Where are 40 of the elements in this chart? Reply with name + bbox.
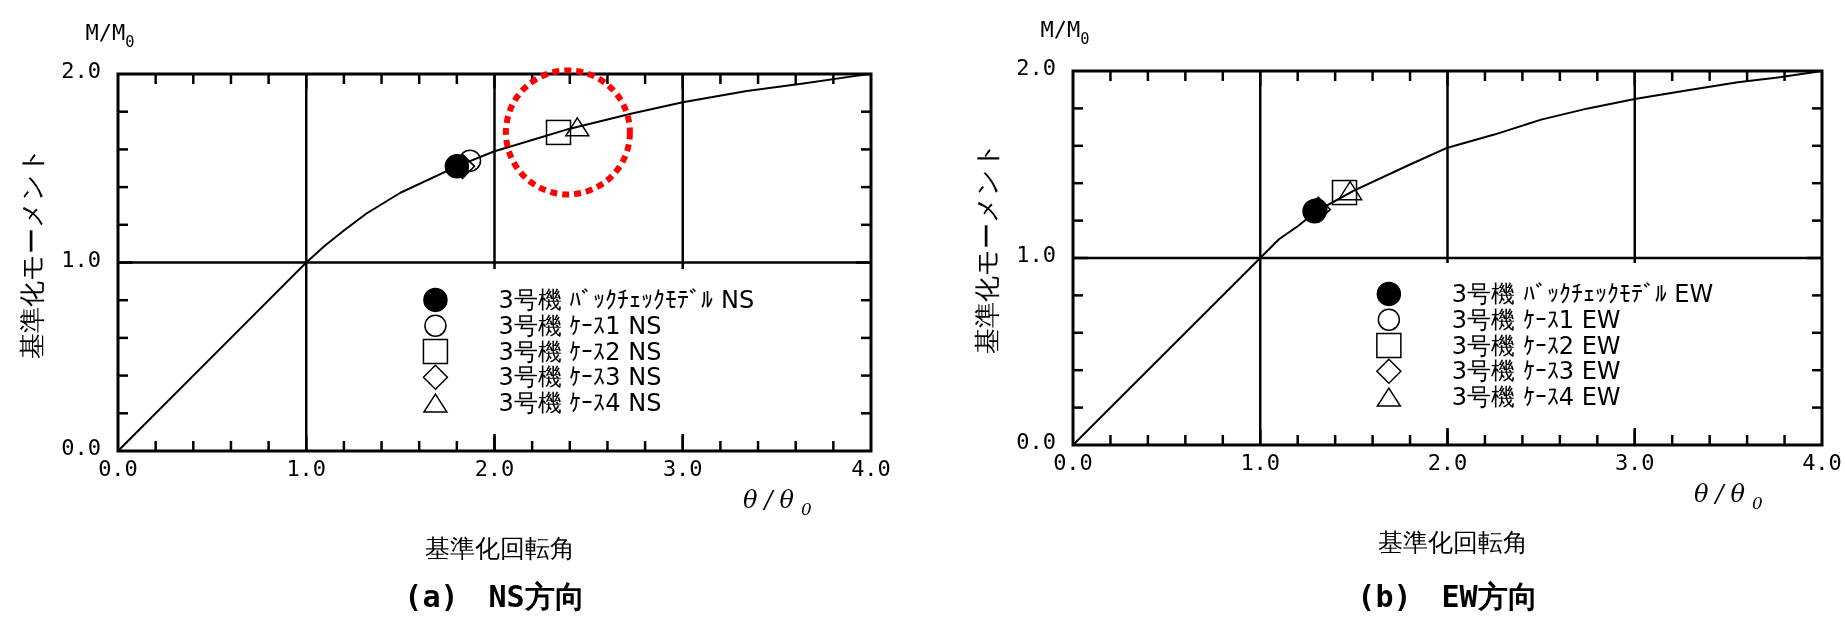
text: θ/θ$_{0}$ — [743, 486, 819, 520]
x-axis-title: 基準化回転角 — [424, 534, 575, 563]
legend-label: 3号機 ｹｰｽ4 EW — [1451, 383, 1621, 412]
x-tick-label: 2.0 — [1427, 450, 1468, 475]
y-tick-label: 2.0 — [61, 58, 101, 83]
legend-label: 3号機 ｹｰｽ3 EW — [1451, 357, 1621, 386]
text: (a) NS方向 — [404, 579, 585, 614]
y-axis-title: 基準化モーメント — [972, 142, 1002, 354]
point — [545, 119, 572, 146]
x-tick-label: 3.0 — [662, 456, 703, 481]
x-tick-label: 2.0 — [474, 456, 515, 481]
text: M/M$_{0}$ — [1040, 17, 1090, 48]
text: θ/θ$_{0}$ — [1694, 480, 1770, 514]
y-tick-label: 1.0 — [61, 246, 101, 272]
text: (b) EW方向 — [1357, 579, 1538, 614]
legend-label: 3号機 ｹｰｽ2 EW — [1451, 331, 1621, 360]
y-tick-label: 0.0 — [1016, 429, 1056, 454]
x-tick-label: 1.0 — [1240, 450, 1281, 475]
x-tick-label: 0.0 — [98, 456, 138, 481]
y-tick-label: 1.0 — [1016, 242, 1056, 267]
legend-label: 3号機 ｹｰｽ1 EW — [1451, 305, 1621, 334]
line-series — [117, 73, 872, 452]
legend-label: 3号機 ﾊﾞｯｸﾁｪｯｸﾓﾃﾞﾙ EW — [1451, 279, 1714, 308]
legend-label: 3号機 ｹｰｽ2 NS — [498, 337, 662, 366]
x-tick-label: 4.0 — [1802, 450, 1842, 475]
legend-label: 3号機 ｹｰｽ3 NS — [498, 363, 662, 392]
y-tick-label: 2.0 — [1016, 55, 1056, 80]
line-series — [1072, 70, 1823, 446]
y-axis-title: 基準化モーメント — [17, 146, 47, 359]
legend-label: 3号機 ｹｰｽ4 NS — [498, 389, 662, 418]
point — [458, 149, 482, 172]
text: M/M$_{0}$ — [85, 20, 135, 51]
x-tick-label: 0.0 — [1053, 450, 1093, 475]
point — [565, 117, 590, 137]
x-axis-title: 基準化回転角 — [1377, 528, 1528, 557]
x-tick-label: 4.0 — [851, 456, 891, 481]
legend-label: 3号機 ｹｰｽ1 NS — [498, 311, 662, 340]
x-tick-label: 1.0 — [286, 456, 327, 481]
x-tick-label: 3.0 — [1614, 450, 1655, 475]
legend-label: 3号機 ﾊﾞｯｸﾁｪｯｸﾓﾃﾞﾙ NS — [498, 285, 755, 314]
